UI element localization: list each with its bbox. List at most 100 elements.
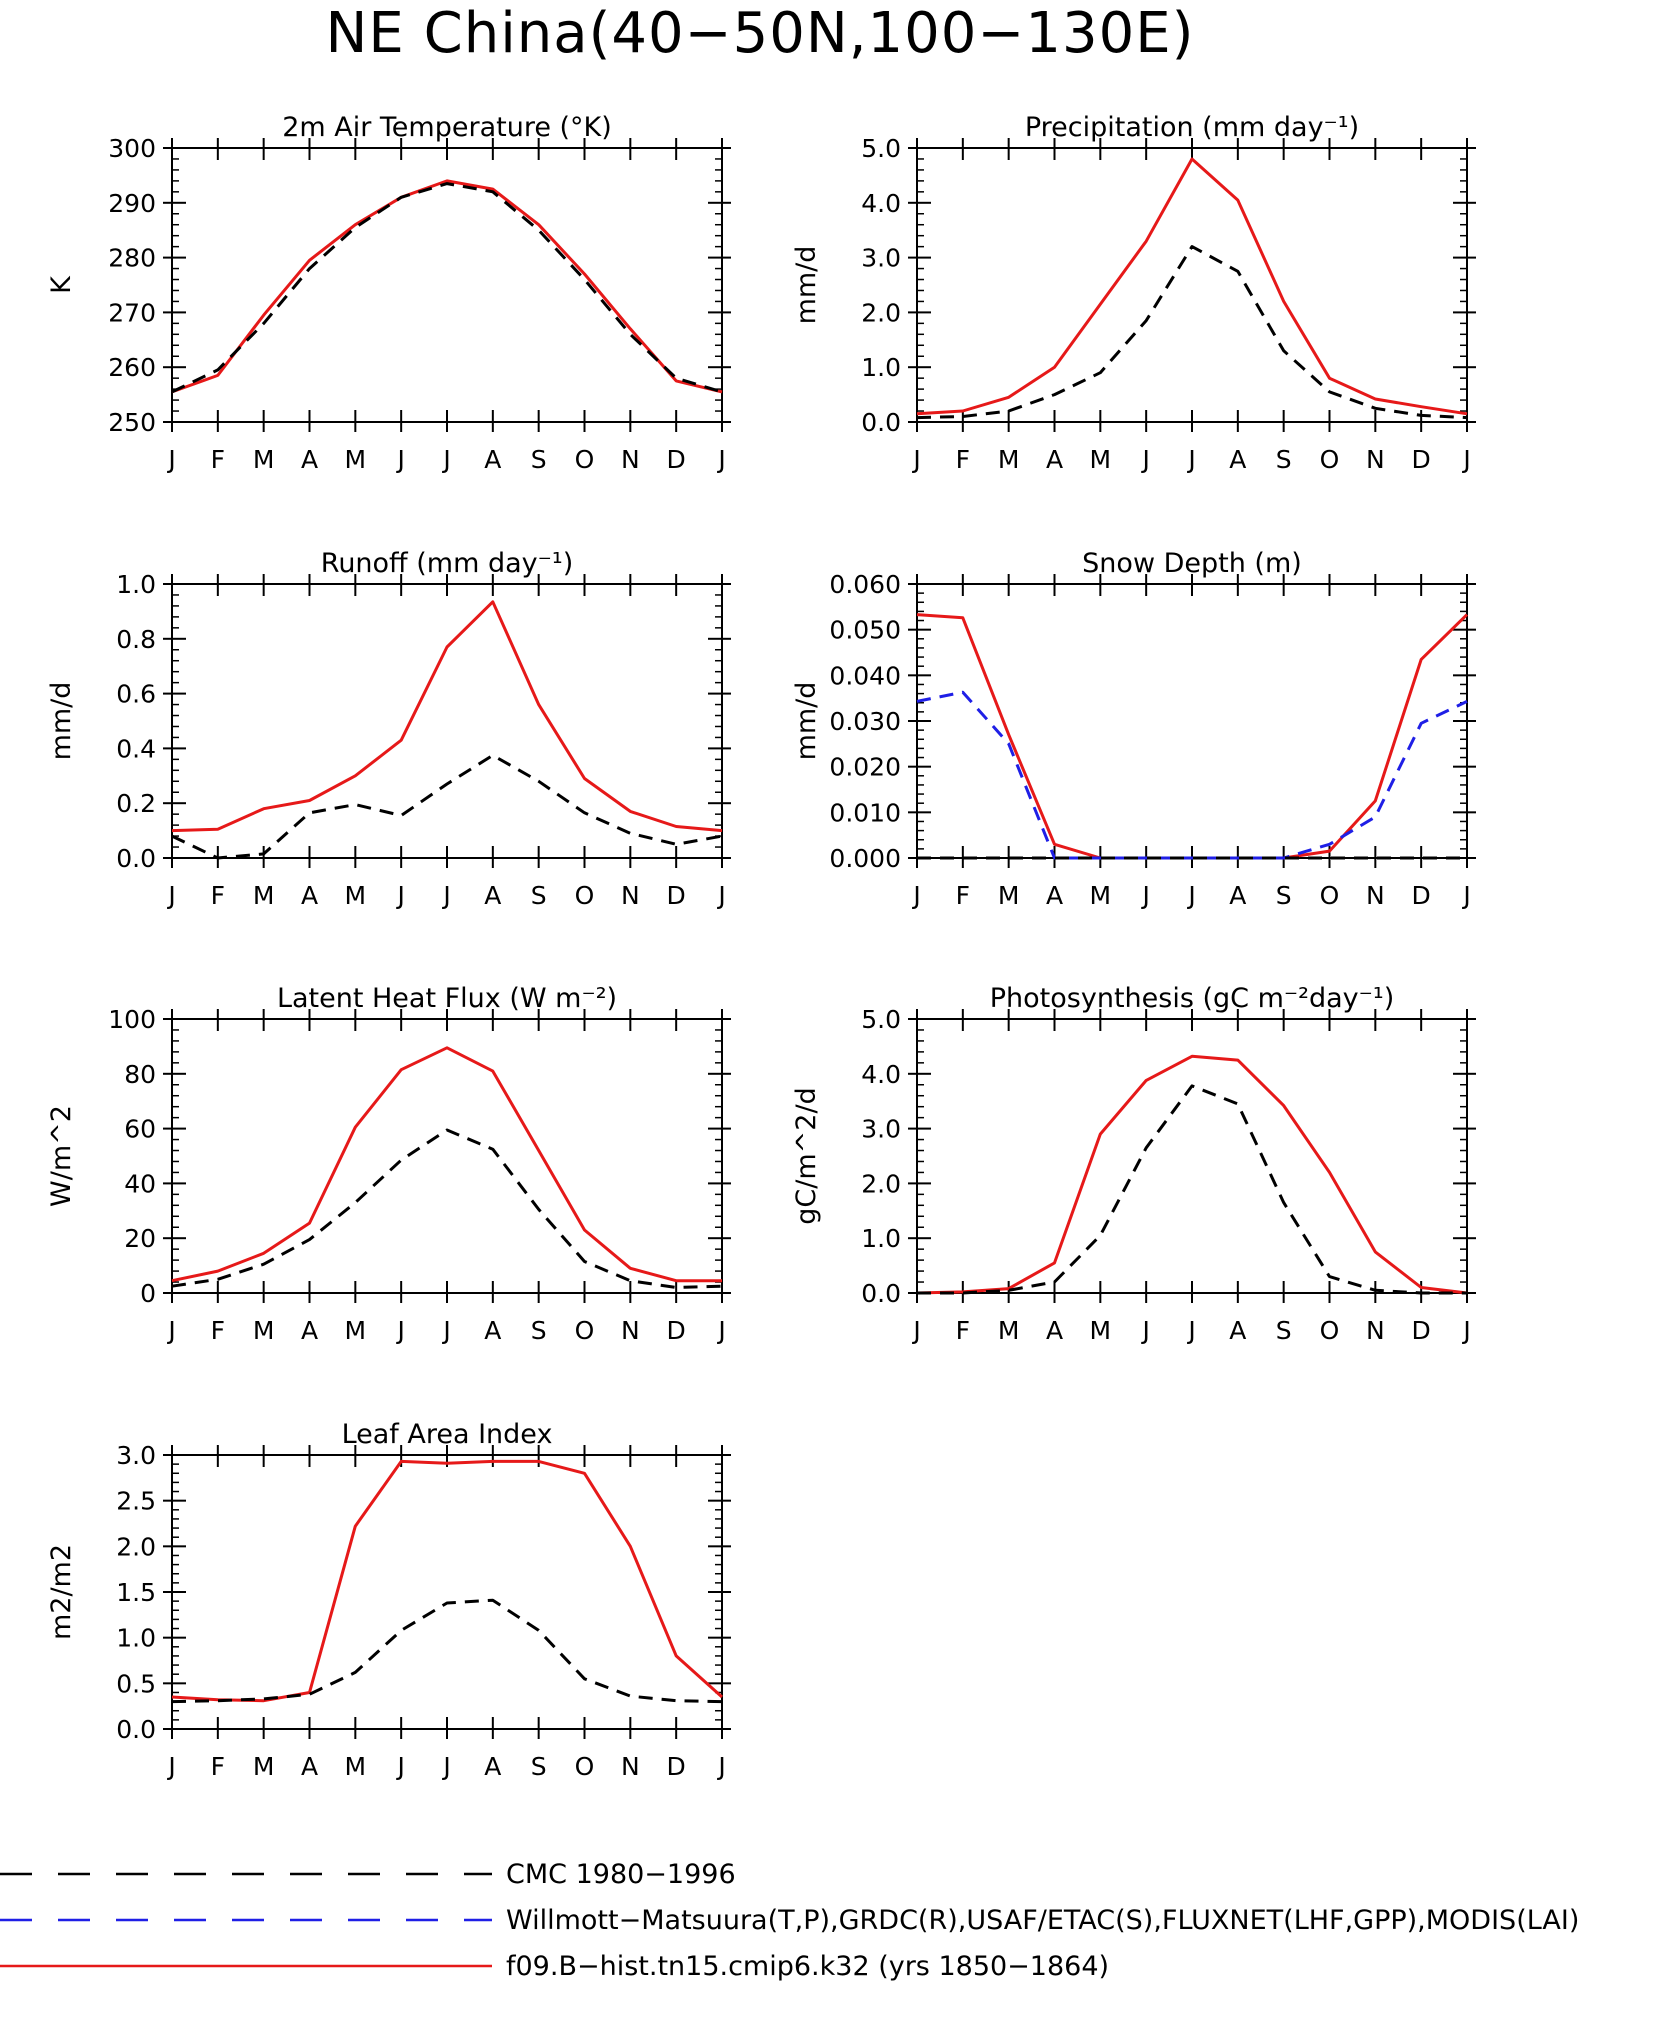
x-tick-label: F — [956, 445, 970, 474]
y-tick-label: 0.060 — [829, 570, 901, 599]
x-tick-label: D — [667, 445, 686, 474]
x-tick-label: N — [1366, 1316, 1385, 1345]
panel-title: Runoff (mm day⁻¹) — [321, 548, 573, 579]
panel-title: Leaf Area Index — [342, 1419, 553, 1450]
x-tick-label: J — [716, 881, 725, 910]
x-tick-label: A — [1229, 881, 1246, 910]
x-tick-label: O — [575, 445, 595, 474]
x-tick-label: J — [166, 881, 175, 910]
x-tick-label: A — [484, 881, 501, 910]
plot-frame — [171, 583, 723, 859]
y-tick-label: 1.5 — [116, 1578, 156, 1607]
x-tick-label: F — [211, 881, 225, 910]
x-tick-label: M — [1090, 881, 1112, 910]
y-tick-label: 1.0 — [861, 353, 901, 382]
x-tick-label: J — [395, 445, 404, 474]
series-line — [171, 600, 723, 833]
x-tick-label: D — [667, 881, 686, 910]
x-tick-label: O — [575, 1316, 595, 1345]
series-line — [171, 179, 723, 394]
x-tick-label: M — [1090, 445, 1112, 474]
panel-4: Snow Depth (m)J F M A M J J A S O N D J0.0000.0100.0… — [791, 548, 1476, 910]
y-tick-label: 0 — [140, 1279, 156, 1308]
y-tick-label: 0.0 — [861, 408, 901, 437]
y-tick-label: 1.0 — [861, 1224, 901, 1253]
y-tick-label: 0.010 — [829, 798, 901, 827]
x-tick-label: N — [621, 881, 640, 910]
x-tick-label: F — [956, 1316, 970, 1345]
x-tick-label: M — [998, 881, 1020, 910]
x-tick-label: J — [911, 881, 920, 910]
x-tick-label: O — [1320, 445, 1340, 474]
y-tick-label: 3.0 — [861, 244, 901, 273]
y-tick-label: 280 — [108, 244, 156, 273]
x-tick-label: D — [1412, 445, 1431, 474]
x-tick-label: J — [716, 445, 725, 474]
x-tick-label: J — [716, 1316, 725, 1345]
y-tick-label: 2.0 — [861, 298, 901, 327]
x-tick-label: O — [1320, 881, 1340, 910]
x-tick-label: J — [1140, 881, 1149, 910]
x-tick-label: J — [1186, 1316, 1195, 1345]
x-tick-label: J — [1140, 1316, 1149, 1345]
y-tick-label: 3.0 — [116, 1441, 156, 1470]
x-tick-label: S — [531, 1316, 547, 1345]
panel-title: Latent Heat Flux (W m⁻²) — [277, 983, 617, 1014]
y-tick-label: 5.0 — [861, 1005, 901, 1034]
x-tick-label: F — [211, 1752, 225, 1781]
y-tick-label: 0.050 — [829, 616, 901, 645]
x-tick-label: J — [441, 881, 450, 910]
y-axis-label: gC/m^2/d — [791, 1087, 822, 1224]
series-line — [916, 157, 1468, 416]
legend-label: Willmott−Matsuura(T,P),GRDC(R),USAF/ETAC… — [506, 1905, 1579, 1936]
panel-title: Precipitation (mm day⁻¹) — [1025, 112, 1359, 143]
x-tick-label: J — [1186, 881, 1195, 910]
x-tick-label: M — [998, 445, 1020, 474]
series-line — [171, 182, 723, 394]
legend-label: CMC 1980−1996 — [506, 1859, 736, 1890]
y-tick-label: 100 — [108, 1005, 156, 1034]
x-tick-label: M — [253, 1752, 275, 1781]
x-tick-label: M — [345, 445, 367, 474]
legend-label: f09.B−hist.tn15.cmip6.k32 (yrs 1850−1864… — [506, 1951, 1109, 1982]
y-tick-label: 80 — [124, 1060, 156, 1089]
plot-frame — [916, 1018, 1468, 1294]
x-tick-label: S — [1276, 1316, 1292, 1345]
x-tick-label: A — [1046, 1316, 1063, 1345]
x-tick-label: S — [1276, 881, 1292, 910]
x-tick-label: O — [1320, 1316, 1340, 1345]
x-tick-label: J — [441, 1316, 450, 1345]
y-tick-label: 250 — [108, 408, 156, 437]
x-tick-label: M — [998, 1316, 1020, 1345]
x-tick-label: A — [484, 445, 501, 474]
panel-1: 2m Air Temperature (°K)J F M A M J J A S O N D J2502… — [46, 112, 731, 474]
y-tick-label: 270 — [108, 298, 156, 327]
x-tick-label: F — [211, 445, 225, 474]
y-tick-label: 2.0 — [116, 1532, 156, 1561]
x-tick-label: D — [667, 1316, 686, 1345]
y-tick-label: 2.5 — [116, 1487, 156, 1516]
x-tick-label: J — [1186, 445, 1195, 474]
x-tick-label: D — [667, 1752, 686, 1781]
y-tick-label: 60 — [124, 1115, 156, 1144]
y-tick-label: 3.0 — [861, 1115, 901, 1144]
x-tick-label: A — [301, 445, 318, 474]
series-line — [171, 1128, 723, 1289]
plot-frame — [171, 147, 723, 423]
x-tick-label: J — [911, 445, 920, 474]
x-tick-label: A — [484, 1316, 501, 1345]
x-tick-label: A — [301, 881, 318, 910]
plot-frame — [916, 147, 1468, 423]
x-tick-label: J — [395, 1316, 404, 1345]
x-tick-label: D — [1412, 1316, 1431, 1345]
y-tick-label: 4.0 — [861, 189, 901, 218]
y-tick-label: 0.030 — [829, 707, 901, 736]
x-tick-label: M — [253, 881, 275, 910]
series-line — [916, 613, 1469, 860]
y-tick-label: 260 — [108, 353, 156, 382]
series-line — [171, 753, 723, 860]
y-tick-label: 0.2 — [116, 789, 156, 818]
x-tick-label: S — [1276, 445, 1292, 474]
x-tick-label: M — [253, 1316, 275, 1345]
